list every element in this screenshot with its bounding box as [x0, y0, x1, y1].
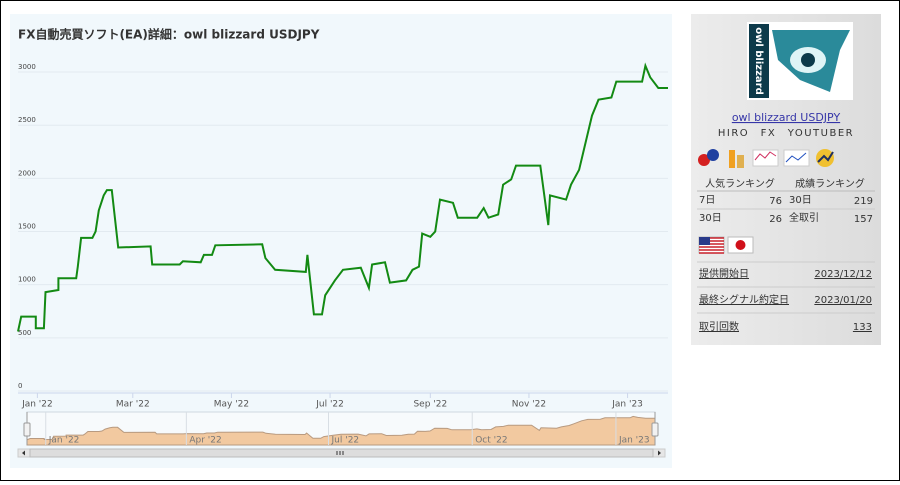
ranking-period: 全取引	[789, 211, 819, 224]
x-tick-label: Jan '22	[21, 400, 53, 410]
ranking-period: 30日	[789, 195, 812, 206]
navigator-tick-label: Oct '22	[475, 436, 507, 446]
ranking-value: 26	[769, 214, 782, 225]
icon	[737, 155, 744, 168]
x-tick-label: Jan '23	[611, 400, 643, 410]
x-tick-label: Nov '22	[512, 400, 546, 410]
y-tick-label: 0	[18, 382, 22, 390]
y-tick-label: 2000	[18, 169, 36, 177]
x-tick-label: Sep '22	[413, 400, 447, 410]
ea-name-link[interactable]: owl blizzard USDJPY	[732, 111, 841, 124]
info-label[interactable]: 提供開始日	[699, 267, 749, 280]
flags	[698, 236, 754, 254]
info-value[interactable]: 2023/01/20	[814, 295, 872, 306]
icon	[785, 152, 807, 163]
ranking-value: 157	[854, 214, 873, 225]
ranking-header: 人気ランキング	[705, 177, 775, 190]
us-canton	[699, 237, 710, 245]
y-tick-label: 1500	[18, 223, 36, 231]
badge-icons	[698, 149, 834, 168]
info-value[interactable]: 2023/12/12	[814, 269, 872, 280]
scrollbar-grip	[336, 451, 344, 455]
info-label[interactable]: 取引回数	[699, 320, 739, 333]
chart-area: 0 500 1000 1500 2000 2500 3000 Jan '22 Mar '22 Ma…	[17, 62, 668, 458]
icon	[754, 151, 777, 161]
x-tick-label: Mar '22	[116, 400, 150, 410]
jp-disc	[735, 240, 746, 250]
logo-pupil	[801, 53, 815, 67]
y-tick-label: 500	[18, 329, 31, 337]
navigator-handle[interactable]	[651, 422, 659, 437]
icon	[698, 154, 710, 166]
navigator-tick-label: Jan '22	[48, 436, 80, 446]
chart-title: FX自動売買ソフト(EA)詳細：owl blizzard USDJPY	[18, 27, 320, 42]
logo-band	[749, 24, 769, 98]
ranking-period: 7日	[699, 195, 715, 206]
info-value[interactable]: 133	[853, 322, 872, 333]
icon	[817, 151, 834, 163]
navigator-tick-label: Jul '22	[331, 436, 360, 446]
y-tick-label: 1000	[18, 276, 36, 284]
x-tick-label: Jul '22	[315, 400, 344, 410]
equity-line	[17, 62, 668, 332]
scroll-right-arrow	[658, 450, 661, 456]
ranking-value: 219	[854, 196, 873, 207]
logo-text: owl blizzard	[753, 27, 764, 95]
scroll-left-arrow	[22, 450, 25, 456]
ranking-period: 30日	[699, 213, 722, 224]
icon	[729, 150, 735, 168]
y-tick-label: 2500	[18, 116, 36, 124]
navigator-handle[interactable]	[23, 422, 31, 437]
navigator-tick-label: Jan '23	[618, 436, 650, 446]
author: HIRO FX YOUTUBER	[718, 128, 854, 139]
chart-panel	[10, 14, 672, 468]
navigator-tick-label: Apr '22	[189, 436, 221, 446]
info-label[interactable]: 最終シグナル約定日	[699, 293, 789, 306]
icon	[783, 149, 810, 167]
ranking-value: 76	[769, 196, 782, 207]
us-stripes	[699, 237, 724, 254]
y-tick-label: 3000	[18, 63, 36, 71]
scrollbar-thumb[interactable]	[29, 448, 654, 458]
x-tick-label: May '22	[214, 400, 249, 410]
logo: owl blizzard	[747, 22, 853, 100]
navigator-area	[26, 415, 656, 446]
ranking-header: 成績ランキング	[795, 177, 865, 190]
icon	[707, 149, 719, 161]
